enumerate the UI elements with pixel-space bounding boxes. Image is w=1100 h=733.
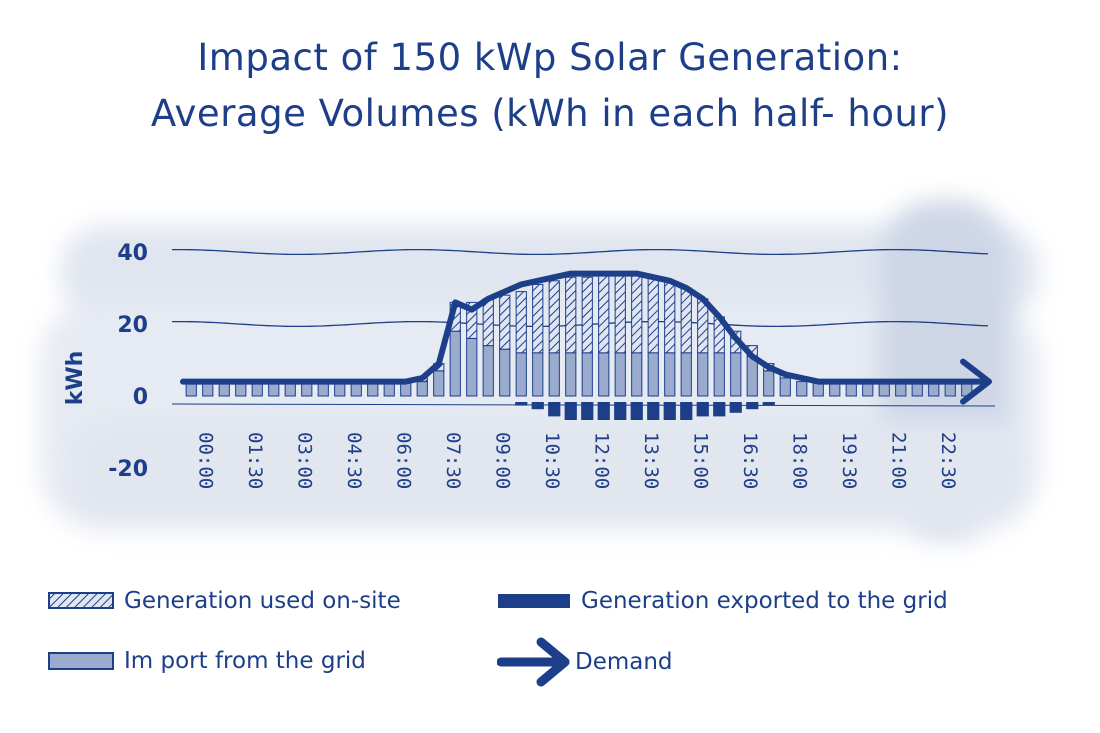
legend-swatch-hatch — [48, 592, 114, 609]
bar-import — [449, 330, 461, 397]
legend-swatch-demand-arrow — [497, 637, 570, 687]
bar-used-onsite — [499, 294, 511, 350]
x-tick-label: 19:30 — [838, 432, 860, 489]
bar-exported — [564, 402, 577, 420]
bar-exported — [663, 402, 676, 420]
legend-item-import: Im port from the grid — [48, 648, 366, 674]
bar-exported — [531, 402, 544, 410]
bar-used-onsite — [466, 301, 478, 339]
bar-import — [515, 352, 527, 397]
y-tick-label: 20 — [117, 313, 148, 338]
bar-exported — [614, 402, 627, 420]
gridline-20 — [172, 320, 989, 328]
chart-title-line-2: Average Volumes (kWh in each half- hour) — [150, 92, 950, 135]
x-axis-ticks: 00:00 01:30 03:00 04:30 06:00 07:30 09:00 10:30… — [194, 432, 959, 489]
bar-import — [482, 345, 494, 397]
bar-used-onsite — [680, 287, 692, 354]
bar-exported — [548, 402, 561, 417]
bar-import — [796, 381, 808, 397]
legend-item-demand: Demand — [497, 634, 673, 690]
bar-import — [581, 352, 593, 397]
bar-import — [664, 352, 676, 397]
bar-import — [779, 377, 791, 397]
bar-used-onsite — [647, 276, 659, 354]
bar-import — [763, 370, 775, 397]
bar-import — [466, 337, 478, 397]
x-tick-label: 09:00 — [491, 432, 513, 489]
x-tick-label: 06:00 — [392, 432, 414, 489]
bar-exported — [696, 402, 709, 417]
x-tick-label: 21:00 — [887, 432, 909, 489]
y-tick-label: 0 — [133, 385, 148, 410]
bar-used-onsite — [482, 298, 494, 347]
x-tick-label: 16:30 — [739, 432, 761, 489]
bar-exported — [762, 402, 775, 406]
bar-import — [548, 352, 560, 397]
x-tick-label: 13:30 — [640, 432, 662, 489]
bar-used-onsite — [565, 276, 577, 354]
y-axis-ticks: 40 20 0 -20 — [108, 241, 148, 482]
bar-import — [697, 352, 709, 397]
bar-used-onsite — [532, 283, 544, 354]
bar-used-onsite — [515, 291, 527, 354]
bar-used-onsite — [598, 273, 610, 354]
legend-swatch-export — [498, 594, 570, 608]
x-tick-label: 15:00 — [689, 432, 711, 489]
bar-exported — [597, 402, 610, 420]
legend-label-used-onsite: Generation used on-site — [124, 588, 401, 614]
y-tick-label: -20 — [108, 457, 148, 482]
demand-series — [180, 270, 992, 405]
bar-import — [647, 352, 659, 397]
bar-exported — [630, 402, 643, 420]
bar-import — [532, 352, 544, 397]
legend-label-demand: Demand — [575, 649, 673, 675]
chart-title-line-1: Impact of 150 kWp Solar Generation: — [197, 36, 903, 79]
bar-import — [631, 352, 643, 397]
demand-arrowhead — [960, 358, 992, 405]
bar-import — [499, 348, 511, 397]
x-tick-label: 04:30 — [343, 432, 365, 489]
bar-exported — [581, 402, 594, 420]
x-tick-label: 03:00 — [293, 432, 315, 489]
bar-exported — [680, 402, 693, 420]
bar-import — [614, 352, 626, 397]
x-tick-label: 22:30 — [937, 432, 959, 489]
y-axis-label: kWh — [63, 351, 88, 406]
bar-import — [746, 355, 758, 397]
bar-import — [565, 352, 577, 397]
bar-exported — [647, 402, 660, 420]
bar-import — [730, 352, 742, 397]
bar-import — [680, 352, 692, 397]
bar-used-onsite — [581, 276, 593, 354]
demand-line — [180, 270, 986, 385]
bar-import — [433, 370, 445, 397]
legend-item-exported: Generation exported to the grid — [497, 588, 948, 614]
bar-exported — [746, 402, 759, 410]
bar-used-onsite — [614, 273, 626, 354]
bar-import — [713, 352, 725, 397]
bar-used-onsite — [664, 280, 676, 354]
x-tick-label: 07:30 — [442, 432, 464, 489]
legend-label-exported: Generation exported to the grid — [581, 588, 948, 614]
bar-import — [598, 352, 610, 397]
legend-label-import: Im port from the grid — [124, 648, 366, 674]
bar-exported — [515, 402, 528, 406]
x-tick-label: 12:00 — [590, 432, 612, 489]
background-halo — [40, 200, 1040, 540]
bar-used-onsite — [548, 280, 560, 354]
x-tick-label: 00:00 — [194, 432, 216, 489]
bar-used-onsite — [631, 273, 643, 354]
y-tick-label: 40 — [117, 241, 148, 266]
legend-swatch-import — [48, 652, 114, 670]
x-tick-label: 10:30 — [541, 432, 563, 489]
x-tick-label: 18:00 — [788, 432, 810, 489]
bar-exported — [713, 402, 726, 417]
bar-exported — [729, 402, 742, 413]
bar-import — [416, 381, 428, 397]
chart-title: Impact of 150 kWp Solar Generation: Aver… — [0, 30, 1100, 142]
x-tick-label: 01:30 — [244, 432, 266, 489]
gridline-40 — [172, 248, 989, 256]
legend-item-used-onsite: Generation used on-site — [48, 588, 401, 614]
